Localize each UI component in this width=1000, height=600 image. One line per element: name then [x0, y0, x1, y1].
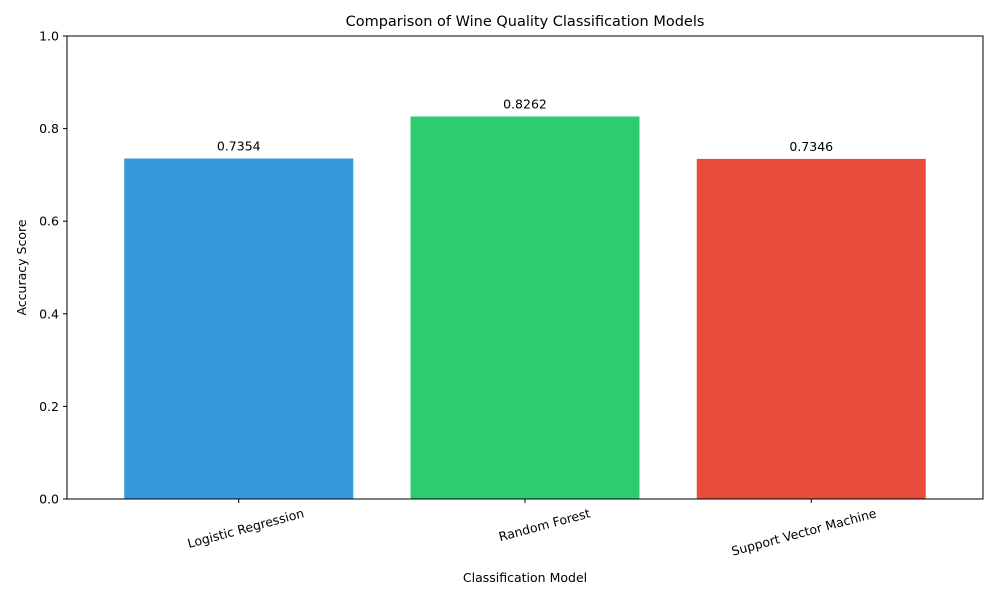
bar-support-vector-machine — [696, 158, 926, 500]
bar-random-forest — [410, 116, 640, 500]
value-labels-group: 0.7354 0.8262 0.7346 — [217, 96, 833, 153]
y-tick-label: 0.6 — [39, 214, 59, 229]
chart-title: Comparison of Wine Quality Classificatio… — [346, 14, 705, 30]
y-tick-label: 0.4 — [39, 306, 59, 321]
x-axis: Logistic Regression Random Forest Support … — [186, 499, 878, 559]
y-tick-label: 0.2 — [39, 399, 59, 414]
bar-value-label: 0.8262 — [503, 96, 547, 111]
y-tick-label: 0.0 — [39, 492, 59, 507]
y-axis: 0.0 0.2 0.4 0.6 0.8 1.0 — [39, 29, 67, 507]
bar-value-label: 0.7354 — [217, 139, 261, 154]
x-axis-label: Classification Model — [463, 570, 587, 585]
y-tick-label: 1.0 — [39, 29, 59, 44]
x-tick-label: Random Forest — [497, 505, 592, 544]
y-axis-label: Accuracy Score — [14, 219, 29, 315]
plot-frame — [66, 35, 984, 500]
bar-logistic-regression — [124, 158, 354, 499]
bar-value-label: 0.7346 — [789, 139, 833, 154]
x-tick-label: Support Vector Machine — [730, 505, 879, 558]
x-tick-label: Logistic Regression — [186, 505, 306, 551]
y-tick-label: 0.8 — [39, 121, 59, 136]
bars-group — [124, 116, 926, 500]
